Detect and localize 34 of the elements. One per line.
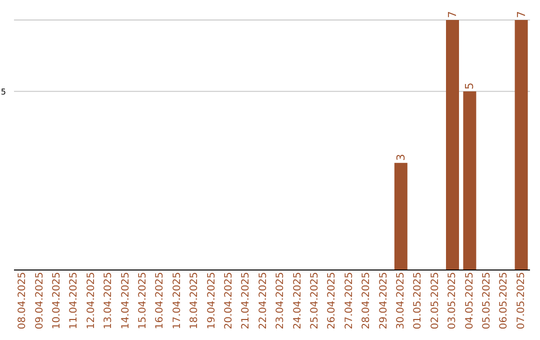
x-tick-label: 08.04.2025 bbox=[17, 272, 28, 330]
x-tick-label: 19.04.2025 bbox=[206, 272, 218, 330]
data-label: 5 bbox=[463, 82, 476, 90]
x-tick-label: 21.04.2025 bbox=[240, 272, 252, 330]
x-tick-label: 18.04.2025 bbox=[189, 272, 200, 330]
x-tick-label: 27.04.2025 bbox=[344, 272, 355, 330]
x-tick-label: 30.04.2025 bbox=[396, 272, 406, 330]
x-tick-label: 28.04.2025 bbox=[361, 272, 372, 330]
x-tick-label: 22.04.2025 bbox=[258, 272, 269, 330]
x-tick-label: 02.05.2025 bbox=[430, 272, 441, 330]
x-tick-label: 11.04.2025 bbox=[68, 272, 80, 330]
x-tick-label: 09.04.2025 bbox=[34, 272, 46, 330]
data-label: 7 bbox=[446, 11, 459, 18]
x-tick-label: 23.04.2025 bbox=[275, 272, 286, 330]
x-tick-label: 20.04.2025 bbox=[224, 272, 234, 330]
x-tick-label: 05.05.2025 bbox=[482, 272, 492, 330]
x-tick-label: 13.04.2025 bbox=[103, 272, 114, 330]
data-label: 3 bbox=[394, 154, 408, 161]
x-tick-label: 25.04.2025 bbox=[310, 272, 320, 330]
x-tick-label: 10.04.2025 bbox=[52, 272, 62, 330]
x-tick-label: 06.05.2025 bbox=[498, 272, 510, 330]
data-label: 7 bbox=[514, 11, 528, 18]
x-tick-label: 29.04.2025 bbox=[378, 272, 390, 330]
x-tick-label: 12.04.2025 bbox=[86, 272, 97, 330]
x-tick-label: 17.04.2025 bbox=[172, 272, 183, 330]
x-tick-label: 15.04.2025 bbox=[138, 272, 148, 330]
x-tick-label: 03.05.2025 bbox=[447, 272, 458, 330]
x-tick-label: 16.04.2025 bbox=[154, 272, 166, 330]
x-tick-label: 04.05.2025 bbox=[464, 272, 476, 330]
x-tick-label: 26.04.2025 bbox=[326, 272, 338, 330]
x-tick-label: 07.05.2025 bbox=[516, 272, 527, 330]
x-tick-label: 01.05.2025 bbox=[412, 272, 424, 330]
x-tick-label: 24.04.2025 bbox=[292, 272, 304, 330]
x-tick-label: 14.04.2025 bbox=[120, 272, 132, 330]
